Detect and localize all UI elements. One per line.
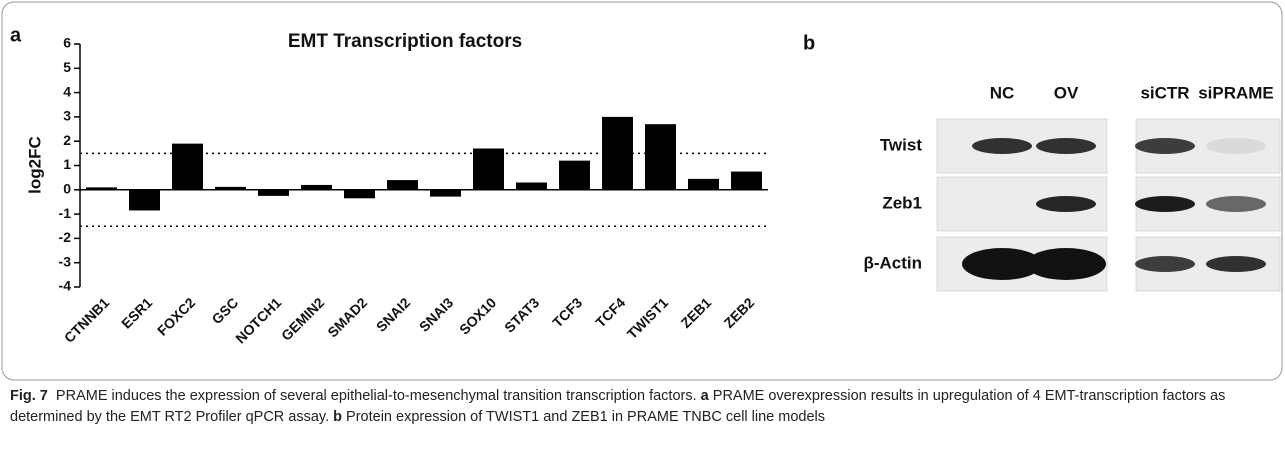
- bar: [215, 187, 246, 190]
- figure: a EMT Transcription factors log2FC b -4 -…: [0, 0, 1285, 385]
- bar: [516, 183, 547, 190]
- x-tick-label: CTNNB1: [61, 294, 113, 346]
- bar: [344, 190, 375, 199]
- x-tick-label: ESR1: [118, 294, 155, 331]
- row-label: β-Actin: [863, 253, 922, 272]
- bar: [129, 190, 160, 211]
- bar: [602, 117, 633, 190]
- y-tick-label: 3: [63, 108, 71, 124]
- blot-band: [1206, 196, 1266, 212]
- blot-band: [1135, 196, 1195, 212]
- x-tick-label: GSC: [208, 294, 241, 327]
- x-tick-label: SNAI2: [373, 294, 414, 335]
- panel-label: a: [10, 24, 22, 46]
- bar: [731, 172, 762, 190]
- bar: [172, 144, 203, 190]
- page: {"chart_data": {"type": "bar", "panel_la…: [0, 0, 1285, 455]
- blot-band: [1135, 256, 1195, 272]
- blot-band: [1206, 256, 1266, 272]
- caption-text: PRAME induces the expression of several …: [48, 388, 701, 404]
- y-tick-label: -1: [59, 205, 72, 221]
- bar: [688, 179, 719, 190]
- x-tick-label: GEMIN2: [278, 294, 327, 343]
- bar: [387, 180, 418, 190]
- blot-band: [1026, 248, 1106, 280]
- bar: [301, 185, 332, 190]
- bar: [559, 161, 590, 190]
- x-tick-label: SOX10: [456, 294, 499, 337]
- y-tick-label: 4: [63, 83, 71, 99]
- caption-text: Protein expression of TWIST1 and ZEB1 in…: [342, 409, 825, 425]
- y-tick-label: 5: [63, 59, 71, 75]
- x-tick-label: STAT3: [501, 294, 542, 335]
- x-tick-label: ZEB1: [678, 294, 715, 331]
- blot-band: [1036, 196, 1096, 212]
- chart-title: EMT Transcription factors: [288, 31, 522, 52]
- y-tick-label: 2: [63, 132, 71, 148]
- lane-label: siCTR: [1140, 83, 1189, 102]
- x-tick-label: FOXC2: [154, 294, 198, 338]
- bar: [86, 187, 117, 189]
- y-tick-label: -2: [59, 229, 72, 245]
- blot-band: [1206, 138, 1266, 154]
- y-axis-label: log2FC: [25, 136, 44, 194]
- row-label: Twist: [880, 135, 923, 154]
- y-tick-label: -4: [59, 278, 72, 294]
- bar: [430, 190, 461, 197]
- lane-label: OV: [1054, 83, 1079, 102]
- lane-label: NC: [990, 83, 1015, 102]
- caption-text: a: [701, 388, 709, 404]
- row-label: Zeb1: [882, 193, 922, 212]
- lane-label: siPRAME: [1198, 83, 1274, 102]
- bar: [258, 190, 289, 196]
- y-tick-label: -3: [59, 253, 72, 269]
- blot-band: [1036, 138, 1096, 154]
- bar: [473, 148, 504, 189]
- x-tick-label: TCF4: [592, 294, 628, 330]
- y-tick-label: 1: [63, 156, 71, 172]
- caption-text: Fig. 7: [10, 388, 48, 404]
- blot-band: [1135, 138, 1195, 154]
- y-tick-label: 6: [63, 35, 71, 51]
- x-tick-label: SMAD2: [324, 294, 370, 340]
- x-tick-label: SNAI3: [416, 294, 457, 335]
- panel-label: b: [803, 32, 815, 54]
- caption-text: b: [333, 409, 342, 425]
- x-tick-label: NOTCH1: [232, 294, 284, 346]
- bar: [645, 124, 676, 190]
- x-tick-label: TWIST1: [624, 294, 672, 342]
- blot-band: [972, 138, 1032, 154]
- x-tick-label: ZEB2: [721, 294, 758, 331]
- y-tick-label: 0: [63, 181, 71, 197]
- x-tick-label: TCF3: [549, 294, 585, 330]
- caption: Fig. 7 PRAME induces the expression of s…: [10, 386, 1275, 428]
